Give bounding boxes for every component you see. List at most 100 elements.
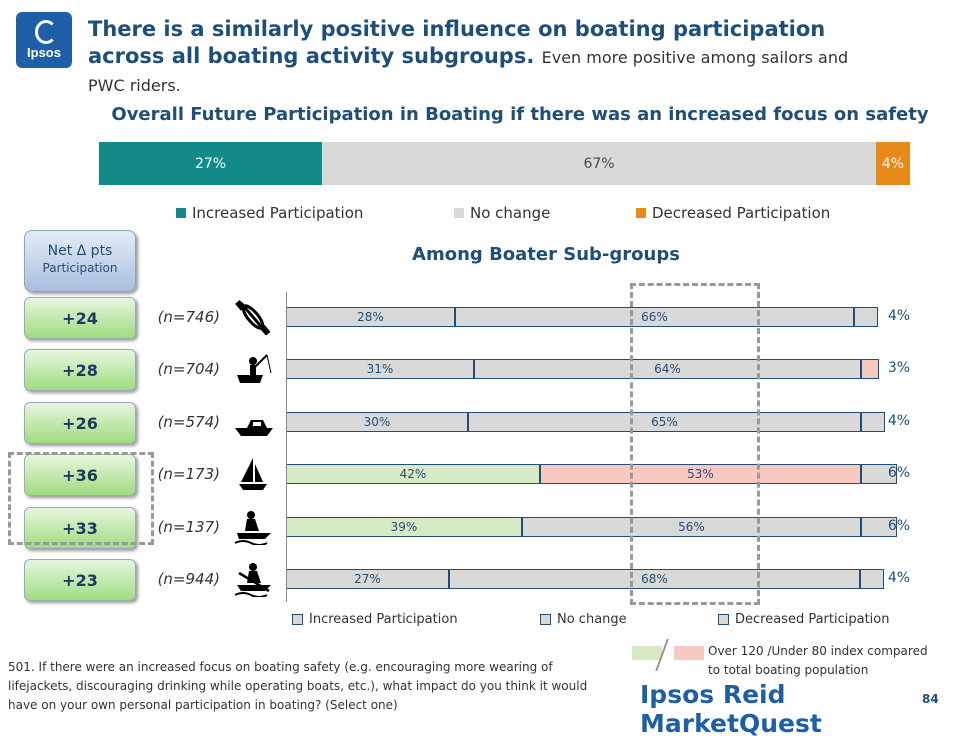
subgroup-bar-decreased xyxy=(861,412,885,432)
subgroup-bar-decreased xyxy=(861,359,879,379)
slide-title-main: There is a similarly positive influence … xyxy=(88,17,826,68)
under-index-swatch xyxy=(674,646,704,660)
subgroup-bar-label: 53% xyxy=(687,467,714,481)
overall-legend-swatch xyxy=(636,208,646,218)
subgroup-bar-increased: 30% xyxy=(286,412,468,432)
subgroup-bar: 27% 68% xyxy=(286,569,911,589)
subgroup-legend-swatch xyxy=(718,614,729,625)
overall-bar-increased: 27% xyxy=(99,142,322,185)
subgroup-bar-label: 66% xyxy=(641,310,668,324)
overall-legend-swatch xyxy=(176,208,186,218)
overall-bar-decreased: 4% xyxy=(876,142,910,185)
overall-legend-label: Increased Participation xyxy=(192,204,364,222)
net-delta-box: +24 xyxy=(24,297,136,339)
overall-bar-label: 67% xyxy=(583,155,615,172)
index-legend-line1: Over 120 /Under 80 index compared xyxy=(708,644,928,658)
ipsos-logo: Ipsos xyxy=(16,12,72,68)
subgroup-bar-no-change: 64% xyxy=(474,359,861,379)
highlight-dashed-column xyxy=(630,283,760,605)
subgroup-bar-label: 27% xyxy=(354,572,381,586)
sample-size-label: (n=137) xyxy=(157,518,220,536)
index-legend-line2: to total boating population xyxy=(708,663,869,677)
pwc-icon xyxy=(234,510,272,545)
subgroup-bar-label: 68% xyxy=(641,572,668,586)
subgroup-legend-label: No change xyxy=(557,612,627,627)
subgroup-bar-decreased xyxy=(861,517,897,537)
subgroup-bar-no-change: 56% xyxy=(522,517,861,537)
sample-size-label: (n=944) xyxy=(157,570,220,588)
subgroup-bar-increased: 42% xyxy=(286,464,540,484)
highlight-dashed-row xyxy=(8,452,154,545)
subgroup-bar-label: 31% xyxy=(366,362,394,376)
sample-size-label: (n=574) xyxy=(157,413,220,431)
subgroup-bar-increased: 39% xyxy=(286,517,522,537)
subgroup-bar-no-change: 53% xyxy=(540,464,861,484)
subgroup-decreased-label: 3% xyxy=(887,360,911,376)
subgroup-bar: 39% 56% xyxy=(286,517,911,537)
overall-bar-label: 27% xyxy=(194,155,227,172)
overall-legend-swatch xyxy=(454,208,464,218)
rowing-icon xyxy=(233,561,273,597)
subgroup-bar-decreased xyxy=(860,569,884,589)
overall-legend-item: No change xyxy=(454,204,550,222)
subgroup-bar-label: 28% xyxy=(357,310,384,324)
subgroup-bar: 42% 53% xyxy=(286,464,911,484)
sample-size-label: (n=746) xyxy=(157,308,220,326)
overall-bar-label: 4% xyxy=(881,155,905,172)
subgroup-bar-no-change: 65% xyxy=(468,412,861,432)
page-number: 84 xyxy=(922,692,939,706)
subgroup-decreased-label: 6% xyxy=(887,465,911,481)
paddling-icon xyxy=(233,299,273,335)
overall-stacked-bar: 27% 67% 4% xyxy=(99,142,910,185)
subgroup-legend-item: Increased Participation xyxy=(292,612,458,627)
subgroup-decreased-label: 4% xyxy=(887,413,911,429)
net-delta-header: Net Δ pts Participation xyxy=(24,230,136,292)
subgroup-bar-increased: 27% xyxy=(286,569,449,589)
subgroup-legend-item: Decreased Participation xyxy=(718,612,890,627)
subgroup-bar-label: 42% xyxy=(399,467,427,481)
overall-legend-item: Increased Participation xyxy=(176,204,363,222)
subgroup-bar-no-change: 66% xyxy=(455,307,854,327)
sample-size-label: (n=704) xyxy=(157,360,220,378)
overall-chart-title: Overall Future Participation in Boating … xyxy=(111,104,929,125)
net-delta-box: +26 xyxy=(24,402,136,444)
subgroup-bar: 31% 64% xyxy=(286,359,911,379)
question-footnote: 501. If there were an increased focus on… xyxy=(8,660,588,712)
subgroup-bar: 30% 65% xyxy=(286,412,911,432)
subgroup-decreased-label: 6% xyxy=(887,518,911,534)
overall-legend-item: Decreased Participation xyxy=(636,204,830,222)
subgroup-decreased-label: 4% xyxy=(887,570,911,586)
overall-legend-label: Decreased Participation xyxy=(652,204,831,222)
over-index-swatch xyxy=(632,646,662,660)
slide-subtitle: Even more positive among sailors and PWC… xyxy=(88,48,849,95)
subgroup-bar-label: 56% xyxy=(678,520,705,534)
overall-legend-label: No change xyxy=(470,204,551,222)
subgroup-legend-swatch xyxy=(292,614,303,625)
sailboat-icon xyxy=(239,458,267,490)
subgroup-chart-title: Among Boater Sub-groups xyxy=(412,244,680,265)
subgroup-bar-increased: 28% xyxy=(286,307,455,327)
subgroup-bar-label: 65% xyxy=(651,415,678,429)
subgroup-chart-axis xyxy=(286,292,287,602)
index-legend-text: Over 120 /Under 80 index compared to tot… xyxy=(708,642,928,680)
net-delta-header-line1: Net Δ pts xyxy=(47,243,113,259)
subgroup-bar-label: 39% xyxy=(390,520,418,534)
subgroup-bar: 28% 66% xyxy=(286,307,911,327)
brand-wordmark: Ipsos Reid MarketQuest xyxy=(640,680,822,738)
net-delta-header-line2: Participation xyxy=(42,261,118,275)
fishing-icon xyxy=(236,354,272,384)
logo-text: Ipsos xyxy=(27,45,61,60)
subgroup-legend-item: No change xyxy=(540,612,627,627)
subgroup-legend-label: Increased Participation xyxy=(309,612,458,627)
overall-bar-no-change: 67% xyxy=(322,142,876,185)
subgroup-bar-decreased xyxy=(861,464,897,484)
index-legend: Over 120 /Under 80 index compared to tot… xyxy=(632,638,952,682)
subgroup-bar-increased: 31% xyxy=(286,359,474,379)
logo-mark-icon xyxy=(35,20,57,44)
sample-size-label: (n=173) xyxy=(157,465,220,483)
subgroup-legend-swatch xyxy=(540,614,551,625)
net-delta-box: +23 xyxy=(24,559,136,601)
subgroup-bar-decreased xyxy=(854,307,878,327)
slide-title: There is a similarly positive influence … xyxy=(88,16,888,99)
subgroup-bar-label: 30% xyxy=(363,415,391,429)
